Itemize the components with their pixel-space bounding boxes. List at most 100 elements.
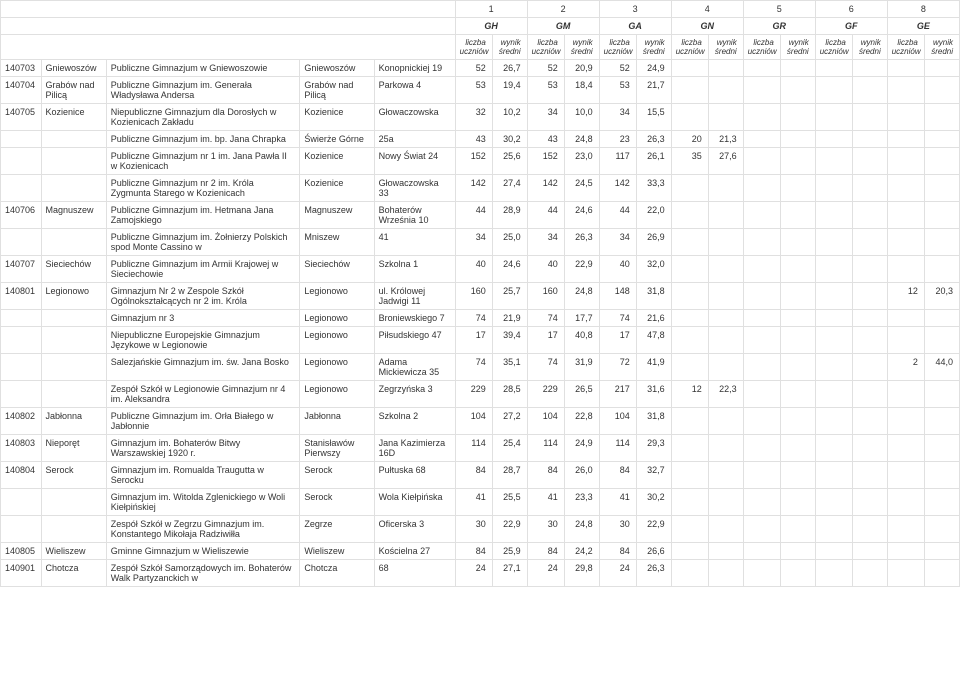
table-row: Salezjańskie Gimnazjum im. św. Jana Bosk… [1,354,960,381]
cell: 35 [671,148,708,175]
cell [887,327,924,354]
cell: 30 [455,516,492,543]
cell: 12 [887,283,924,310]
cell: 25,0 [492,229,527,256]
cell: 140706 [1,202,42,229]
cell: 114 [599,435,636,462]
cell: 27,2 [492,408,527,435]
col-group-4: 4 [671,1,743,18]
sub-wynik: wynik średni [564,35,599,60]
cell: 142 [599,175,636,202]
cell [41,175,106,202]
cell: 41 [374,229,455,256]
cell [743,462,780,489]
cell: 24 [599,560,636,587]
table-row: 140801LegionowoGimnazjum Nr 2 w Zespole … [1,283,960,310]
cell [671,283,708,310]
cell: Nieporęt [41,435,106,462]
cell [743,148,780,175]
cell [1,327,42,354]
cell [1,516,42,543]
cell: 24 [455,560,492,587]
cell: Gimnazjum im. Romualda Traugutta w Seroc… [106,462,300,489]
col-group-1: 1 [455,1,527,18]
cell: 44 [527,202,564,229]
cell: 74 [527,354,564,381]
cell: 31,9 [564,354,599,381]
cell: 34 [527,229,564,256]
cell [41,354,106,381]
cell [887,543,924,560]
cell: 72 [599,354,636,381]
cell [852,462,887,489]
cell: 140707 [1,256,42,283]
sub-liczba: liczba uczniów [743,35,780,60]
cell: 53 [527,77,564,104]
cell [924,327,959,354]
cell [743,381,780,408]
cell: 39,4 [492,327,527,354]
cell: 43 [455,131,492,148]
cell [815,543,852,560]
cell [924,310,959,327]
cell [815,131,852,148]
cell [780,77,815,104]
cell [708,310,743,327]
cell [852,435,887,462]
cell: 24,8 [564,131,599,148]
cell [671,560,708,587]
col-code-ge: GE [887,18,959,35]
cell: 34 [455,229,492,256]
cell: 217 [599,381,636,408]
cell [671,229,708,256]
cell: 34 [599,104,636,131]
cell [780,489,815,516]
cell [1,354,42,381]
cell: Bohaterów Września 10 [374,202,455,229]
cell [671,543,708,560]
cell: 26,9 [636,229,671,256]
sub-liczba: liczba uczniów [599,35,636,60]
cell: 26,1 [636,148,671,175]
cell: 21,6 [636,310,671,327]
cell: Broniewskiego 7 [374,310,455,327]
cell [1,229,42,256]
cell: 21,9 [492,310,527,327]
cell [852,148,887,175]
cell: 21,7 [636,77,671,104]
cell [780,327,815,354]
cell: 27,6 [708,148,743,175]
table-row: 140705KozieniceNiepubliczne Gimnazjum dl… [1,104,960,131]
cell: Grabów nad Pilicą [41,77,106,104]
cell: Niepubliczne Gimnazjum dla Dorosłych w K… [106,104,300,131]
cell: 40 [455,256,492,283]
cell: Publiczne Gimnazjum w Gniewoszowie [106,60,300,77]
cell [852,408,887,435]
cell: 84 [527,462,564,489]
cell [41,148,106,175]
cell: Publiczne Gimnazjum im. Żołnierzy Polski… [106,229,300,256]
table-row: 140802JabłonnaPubliczne Gimnazjum im. Or… [1,408,960,435]
cell: 140802 [1,408,42,435]
cell: 160 [455,283,492,310]
cell [41,327,106,354]
cell: Zespół Szkół Samorządowych im. Bohaterów… [106,560,300,587]
cell: 34 [599,229,636,256]
header-row-numbers: 1 2 3 4 5 6 8 [1,1,960,18]
sub-wynik: wynik średni [708,35,743,60]
cell [852,381,887,408]
cell [743,60,780,77]
cell [852,327,887,354]
data-table: 1 2 3 4 5 6 8 GH GM GA GN GR GF GE liczb… [0,0,960,587]
cell [41,381,106,408]
cell [815,489,852,516]
cell [852,560,887,587]
cell [852,489,887,516]
cell: 142 [527,175,564,202]
cell: 47,8 [636,327,671,354]
cell: 117 [599,148,636,175]
cell [852,283,887,310]
cell [887,462,924,489]
cell [671,175,708,202]
cell [708,435,743,462]
